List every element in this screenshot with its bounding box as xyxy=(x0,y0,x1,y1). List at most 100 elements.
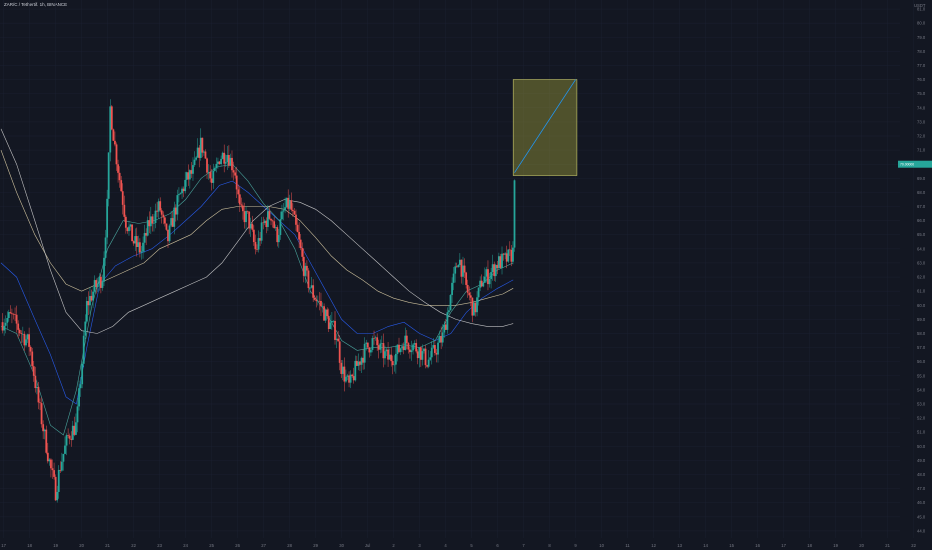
candle-body xyxy=(444,324,447,330)
candle-body xyxy=(487,269,489,285)
candle-body xyxy=(7,312,10,319)
candle-body xyxy=(351,374,354,377)
candle-body xyxy=(170,218,173,226)
price-axis[interactable]: USDT 81.0 80.0 79.0 78.0 77.0 76.0 75.0 74.0 73.… xyxy=(914,3,926,533)
time-tick-label: 22 xyxy=(131,543,136,548)
candle-body xyxy=(382,343,385,359)
candle-body xyxy=(423,348,425,352)
candle-body xyxy=(405,335,408,344)
candle-body xyxy=(312,285,315,298)
price-tick-label: 64.0 xyxy=(917,246,926,251)
candle-body xyxy=(430,347,433,358)
candle-body xyxy=(206,158,208,173)
candle-body xyxy=(146,220,149,236)
candle-body xyxy=(17,323,20,330)
price-tick-label: 44.0 xyxy=(917,528,926,533)
candle-body xyxy=(513,180,516,248)
candle-body xyxy=(195,157,197,160)
candle-body xyxy=(45,429,48,453)
candle-body xyxy=(163,217,166,224)
moving-average-line xyxy=(0,180,514,405)
candle-body xyxy=(310,285,313,288)
candle-body xyxy=(23,333,26,346)
candle-body xyxy=(217,161,219,164)
candle-body xyxy=(243,211,246,223)
candle-body xyxy=(337,338,340,342)
candle-body xyxy=(443,324,446,333)
candle-body xyxy=(71,425,74,440)
candle-body xyxy=(93,280,96,292)
price-tick-label: 78.0 xyxy=(917,49,926,54)
candle-body xyxy=(62,453,65,462)
candle-body xyxy=(313,297,316,300)
candle-body xyxy=(296,224,299,232)
candle-body xyxy=(424,348,427,366)
candle-body xyxy=(160,210,163,215)
candle-body xyxy=(50,459,52,469)
candle-body xyxy=(409,349,411,353)
price-axis-currency: USDT xyxy=(914,3,926,8)
candle-body xyxy=(212,170,215,183)
candle-body xyxy=(12,314,15,315)
candle-body xyxy=(131,224,134,242)
price-tick-label: 65.0 xyxy=(917,232,926,237)
candle-body xyxy=(497,256,500,269)
price-tick-label: 79.0 xyxy=(917,35,926,40)
candle-body xyxy=(377,345,380,350)
candle-body xyxy=(288,200,291,209)
candle-body xyxy=(354,360,357,381)
price-tick-label: 71.0 xyxy=(917,148,926,153)
candle-body xyxy=(457,264,460,268)
candle-body xyxy=(218,161,221,165)
candle-body xyxy=(301,248,304,257)
candle-body xyxy=(463,265,466,273)
candle-body xyxy=(21,333,24,335)
candle-body xyxy=(307,270,310,289)
candle-body xyxy=(209,172,212,179)
price-tick-label: 47.0 xyxy=(917,486,926,491)
candle-body xyxy=(106,198,109,238)
time-tick-label: 6 xyxy=(496,543,499,548)
candle-body xyxy=(154,210,157,223)
candle-body xyxy=(429,357,432,360)
candle-body xyxy=(249,223,252,229)
candle-body xyxy=(393,364,396,366)
candle-body xyxy=(299,239,302,249)
candle-body xyxy=(263,220,266,224)
candle-body xyxy=(262,222,265,224)
price-tick-label: 51.0 xyxy=(917,430,926,435)
candle-body xyxy=(379,343,382,350)
candle-body xyxy=(496,264,499,269)
candle-body xyxy=(454,266,457,274)
candle-body xyxy=(398,344,400,353)
projection-drawing[interactable] xyxy=(512,79,578,176)
candle-body xyxy=(341,366,344,374)
candle-body xyxy=(435,352,438,355)
candle-body xyxy=(268,211,271,219)
candle-body xyxy=(142,242,144,252)
candle-body xyxy=(32,366,35,376)
time-tick-label: 12 xyxy=(651,543,656,548)
candle-body xyxy=(92,291,94,301)
candle-body xyxy=(196,147,199,158)
candle-body xyxy=(284,207,286,211)
candle-body xyxy=(507,249,510,262)
candle-body xyxy=(224,162,227,164)
candle-body xyxy=(89,295,91,306)
candle-body xyxy=(64,445,66,454)
candle-body xyxy=(20,333,23,334)
candle-body xyxy=(281,211,283,220)
candle-body xyxy=(295,214,297,225)
candle-body xyxy=(135,236,138,247)
candle-body xyxy=(273,221,276,228)
candle-body xyxy=(26,334,29,340)
candle-body xyxy=(68,435,71,439)
time-axis[interactable]: 17 18 19 20 21 22 23 24 25 26 27 28 29 30 Jul 2 3 4 5 6 7 8 9 1… xyxy=(1,543,916,548)
price-tick-label: 53.0 xyxy=(917,402,926,407)
candle-body xyxy=(366,342,369,348)
candle-body xyxy=(427,359,430,367)
candle-body xyxy=(132,241,135,244)
candle-body xyxy=(98,276,101,284)
candle-body xyxy=(407,343,410,350)
